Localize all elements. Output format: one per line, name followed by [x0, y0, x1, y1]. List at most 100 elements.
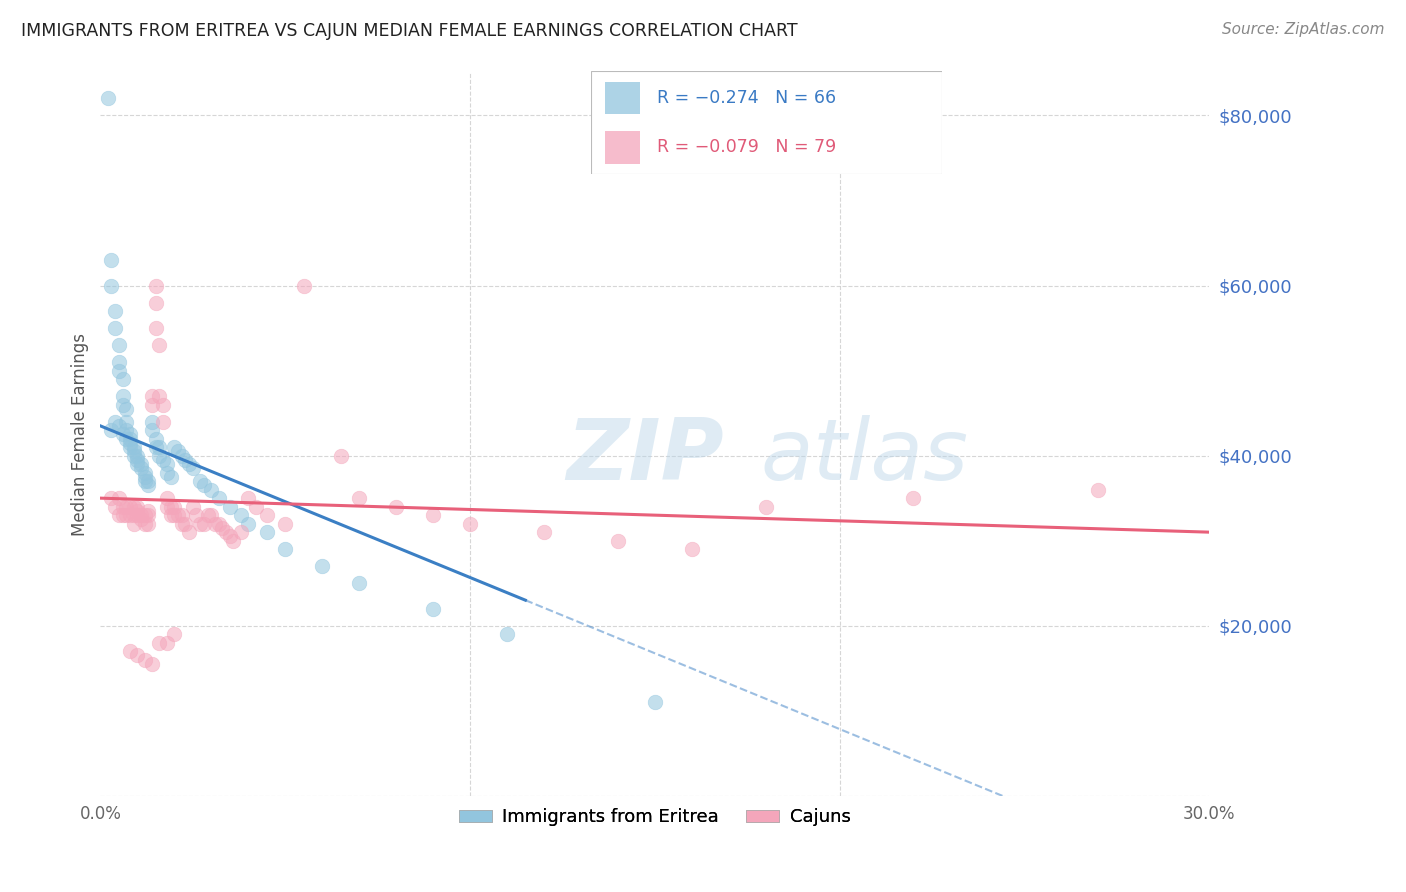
Point	[118, 435, 141, 450]
Point	[292, 278, 315, 293]
Point	[129, 508, 152, 523]
Y-axis label: Median Female Earnings: Median Female Earnings	[72, 333, 89, 536]
Point	[422, 508, 444, 523]
Point	[134, 516, 156, 531]
Point	[122, 516, 145, 531]
Point	[127, 457, 149, 471]
Point	[127, 508, 149, 523]
Point	[167, 508, 190, 523]
Point	[347, 576, 370, 591]
Point	[167, 444, 190, 458]
Point	[111, 427, 134, 442]
Point	[148, 636, 170, 650]
Point	[104, 415, 127, 429]
Point	[159, 500, 181, 514]
Point	[118, 508, 141, 523]
Point	[129, 457, 152, 471]
Text: atlas: atlas	[761, 415, 969, 498]
Point	[256, 525, 278, 540]
Point	[200, 483, 222, 497]
Point	[138, 504, 160, 518]
Point	[141, 423, 163, 437]
Point	[108, 508, 131, 523]
Point	[755, 500, 778, 514]
Point	[138, 478, 160, 492]
Point	[115, 423, 138, 437]
Point	[104, 321, 127, 335]
Point	[170, 508, 193, 523]
Point	[311, 559, 333, 574]
Point	[163, 508, 186, 523]
Point	[115, 415, 138, 429]
Point	[127, 500, 149, 514]
Point	[148, 389, 170, 403]
FancyBboxPatch shape	[605, 131, 640, 163]
Point	[238, 491, 260, 505]
Point	[218, 529, 240, 543]
Point	[122, 500, 145, 514]
Point	[163, 440, 186, 454]
Point	[218, 500, 240, 514]
Point	[170, 516, 193, 531]
Point	[274, 542, 297, 557]
FancyBboxPatch shape	[605, 82, 640, 114]
Point	[174, 453, 197, 467]
Point	[127, 449, 149, 463]
Point	[100, 253, 122, 268]
Point	[115, 432, 138, 446]
Point	[229, 508, 252, 523]
Point	[207, 516, 229, 531]
Point	[148, 449, 170, 463]
Point	[145, 440, 167, 454]
Point	[127, 504, 149, 518]
Point	[134, 470, 156, 484]
Point	[188, 516, 211, 531]
Point	[159, 508, 181, 523]
Point	[211, 521, 233, 535]
Point	[118, 500, 141, 514]
Point	[177, 457, 200, 471]
Point	[108, 363, 131, 377]
Point	[422, 601, 444, 615]
Point	[122, 444, 145, 458]
Point	[644, 695, 666, 709]
Point	[215, 525, 238, 540]
Point	[148, 338, 170, 352]
Point	[111, 372, 134, 386]
Point	[129, 461, 152, 475]
Point	[152, 398, 174, 412]
Point	[207, 491, 229, 505]
Point	[204, 516, 226, 531]
Point	[170, 449, 193, 463]
Point	[108, 355, 131, 369]
Text: IMMIGRANTS FROM ERITREA VS CAJUN MEDIAN FEMALE EARNINGS CORRELATION CHART: IMMIGRANTS FROM ERITREA VS CAJUN MEDIAN …	[21, 22, 797, 40]
Point	[458, 516, 481, 531]
Text: R = −0.274   N = 66: R = −0.274 N = 66	[657, 89, 837, 107]
Point	[111, 398, 134, 412]
Point	[115, 500, 138, 514]
Point	[145, 432, 167, 446]
Point	[138, 516, 160, 531]
Point	[141, 389, 163, 403]
Point	[193, 516, 215, 531]
Point	[127, 648, 149, 663]
Point	[174, 516, 197, 531]
Point	[256, 508, 278, 523]
Point	[118, 432, 141, 446]
Point	[145, 321, 167, 335]
Point	[141, 398, 163, 412]
Point	[100, 278, 122, 293]
Point	[148, 440, 170, 454]
Point	[108, 491, 131, 505]
Point	[181, 461, 204, 475]
Point	[118, 440, 141, 454]
Text: Source: ZipAtlas.com: Source: ZipAtlas.com	[1222, 22, 1385, 37]
Point	[115, 508, 138, 523]
Point	[163, 627, 186, 641]
Point	[122, 508, 145, 523]
Point	[156, 500, 179, 514]
Point	[181, 500, 204, 514]
Point	[245, 500, 267, 514]
Point	[138, 508, 160, 523]
Point	[200, 508, 222, 523]
